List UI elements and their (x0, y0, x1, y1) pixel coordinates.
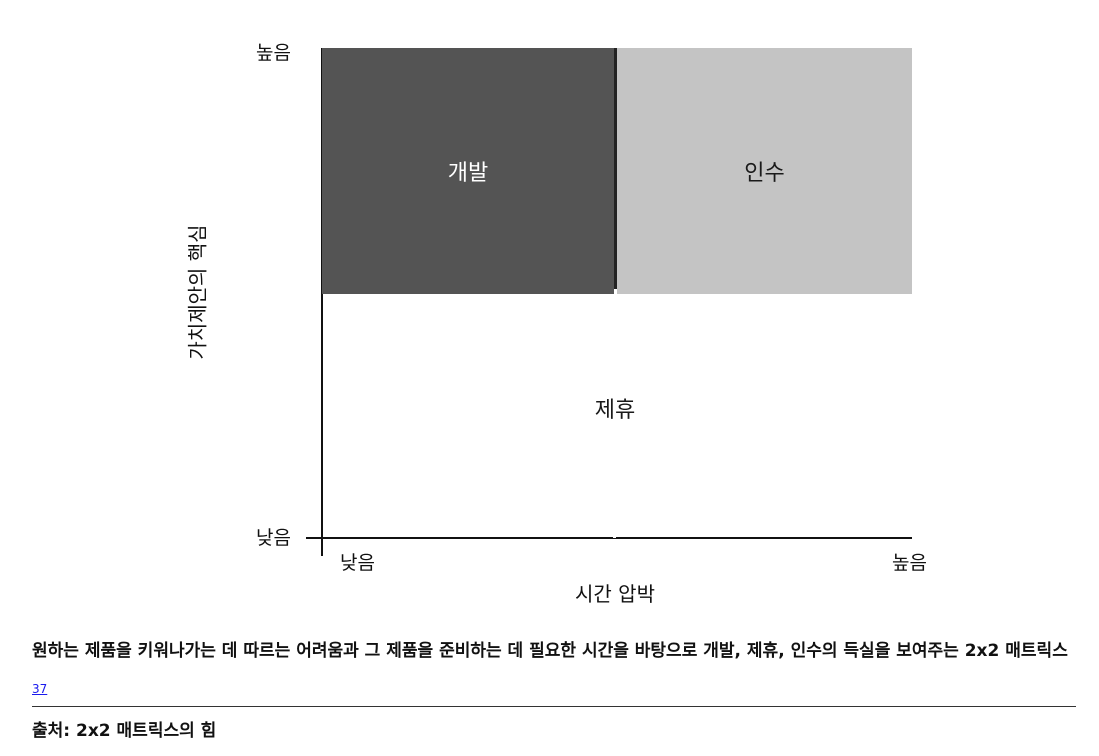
y-axis-high-label: 높음 (256, 42, 291, 64)
partnership-label: (파트너십) (427, 398, 517, 422)
caption-text: 원하는 제품을 키워나가는 데 따르는 어려움과 그 제품을 준비하는 데 필요… (32, 641, 1068, 661)
quadrant-acquisition: 인수 (617, 48, 912, 294)
y-axis-low-label: 낮음 (256, 527, 291, 549)
alliance-label: 제휴 (594, 398, 636, 423)
footnote-link[interactable]: 37 (32, 682, 48, 696)
x-axis-title: 시간 압박 (575, 582, 655, 606)
x-axis-low-label: 낮음 (340, 552, 375, 574)
alliance-label-box: 제휴 (564, 388, 666, 428)
y-axis-title-text: 가치제안의 핵심 (185, 224, 210, 360)
caption-divider (32, 706, 1076, 707)
quadrant-development-label: 개발 (447, 161, 489, 186)
x-axis-high-label: 높음 (892, 552, 927, 574)
figure-source: 출처: 2x2 매트릭스의 힘 (32, 721, 217, 741)
quadrant-development: 개발 (322, 48, 614, 294)
quadrant-acquisition-label: 인수 (744, 161, 785, 186)
two-by-two-matrix: 개발 인수 (파트너십) 제휴 (계약) (322, 48, 912, 538)
contract-label: (계약) (730, 398, 784, 422)
figure-caption: 원하는 제품을 키워나가는 데 따르는 어려움과 그 제품을 준비하는 데 필요… (32, 632, 1082, 714)
